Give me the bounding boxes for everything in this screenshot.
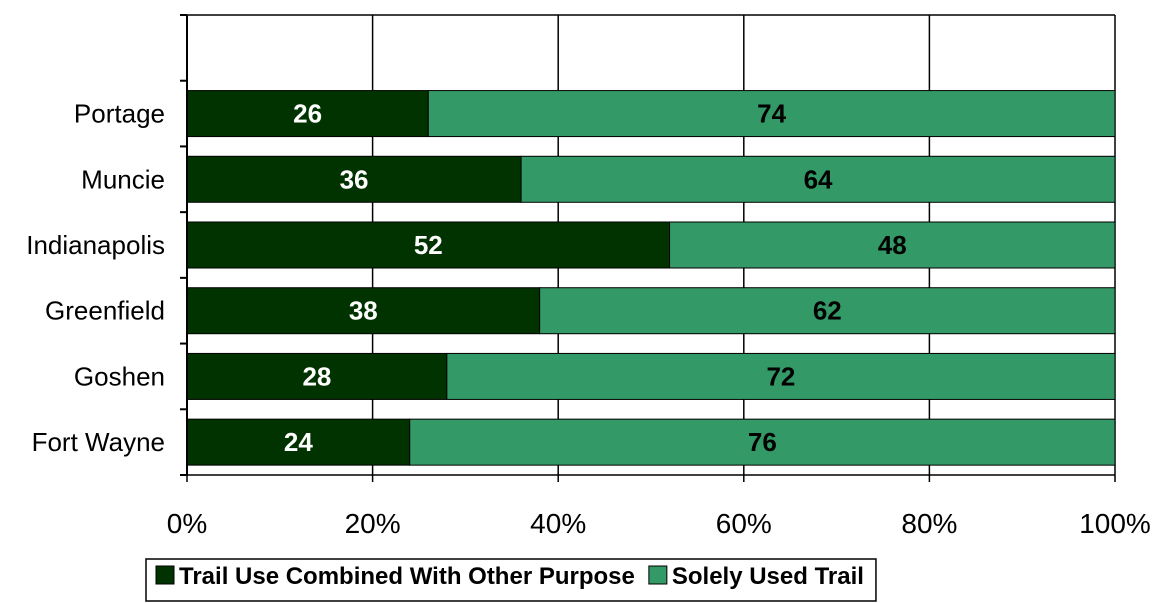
category-label: Fort Wayne [32, 427, 165, 457]
bars: 26 74 36 64 52 48 38 62 28 72 24 76 [186, 90, 1116, 466]
bar-segment [669, 221, 1116, 269]
legend-label-solely-used-trail: Solely Used Trail [672, 563, 864, 590]
data-label: 72 [766, 361, 795, 391]
legend-swatch-solely-used-trail [648, 565, 668, 585]
bar-segment [427, 90, 1116, 138]
legend-label-trail-use-combined: Trail Use Combined With Other Purpose [179, 563, 635, 590]
x-tick-label: 0% [167, 508, 207, 539]
data-label: 48 [878, 230, 907, 260]
bar-segment [539, 287, 1116, 335]
x-tick-label: 40% [530, 508, 586, 539]
x-tick-label: 20% [345, 508, 401, 539]
x-tick-labels: 0% 20% 40% 60% 80% 100% [167, 508, 1151, 539]
data-label: 64 [804, 164, 833, 194]
bar-segment [186, 221, 671, 269]
data-label: 28 [302, 361, 331, 391]
data-label: 76 [748, 427, 777, 457]
legend-swatch-trail-use-combined [155, 565, 175, 585]
legend-box [145, 558, 877, 602]
bar-segment [409, 418, 1116, 466]
bar-segment [186, 155, 522, 203]
category-label: Goshen [74, 361, 165, 391]
data-label: 36 [340, 164, 369, 194]
data-label: 38 [349, 296, 378, 326]
category-label: Indianapolis [26, 230, 165, 260]
bar-segment [520, 155, 1116, 203]
data-label: 52 [414, 230, 443, 260]
x-tick-label: 60% [716, 508, 772, 539]
category-labels: Portage Muncie Indianapolis Greenfield Goshe… [26, 99, 165, 458]
category-label: Portage [74, 99, 165, 129]
data-label: 26 [293, 99, 322, 129]
legend: Trail Use Combined With Other Purpose So… [145, 558, 877, 602]
y-axis [180, 14, 1116, 482]
x-tick-label: 100% [1079, 508, 1151, 539]
data-label: 24 [284, 427, 313, 457]
x-tick-label: 80% [901, 508, 957, 539]
bar-segment [186, 418, 411, 466]
category-label: Muncie [81, 164, 165, 194]
data-label: 74 [757, 99, 786, 129]
data-label: 62 [813, 296, 842, 326]
bar-segment [446, 352, 1116, 400]
category-label: Greenfield [45, 296, 165, 326]
